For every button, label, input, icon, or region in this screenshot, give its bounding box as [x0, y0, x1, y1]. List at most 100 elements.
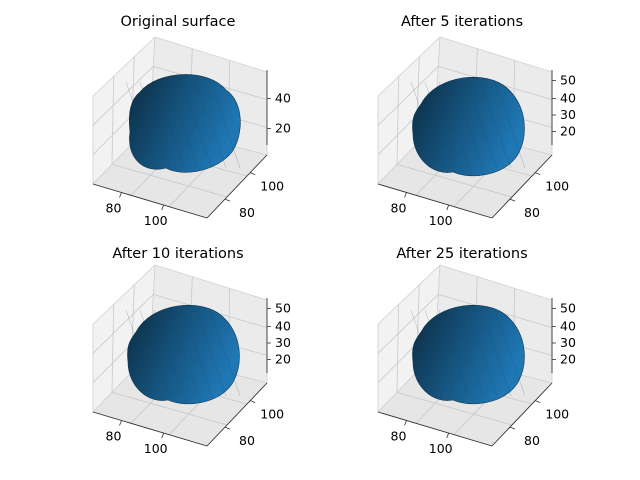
- grid-line: [396, 163, 513, 198]
- mesh-facet-line: [452, 309, 484, 397]
- surface-mesh: [412, 304, 525, 405]
- x-tick-label: 80: [391, 201, 407, 216]
- mesh-facet-line: [410, 309, 442, 397]
- x-tick-mark: [161, 432, 165, 439]
- x-tick-mark: [404, 192, 407, 198]
- y-tick-mark: [535, 172, 541, 176]
- y-axis-line: [206, 382, 268, 447]
- mesh-facet-line: [452, 81, 484, 169]
- grid-line: [396, 76, 400, 165]
- x-tick-label: 100: [429, 213, 453, 228]
- z-tick-label: 30: [275, 335, 291, 350]
- z-tick-label: 50: [560, 301, 576, 316]
- x-axis-line: [92, 183, 208, 219]
- z-tick-label: 20: [275, 121, 291, 136]
- mesh-facet-line: [410, 81, 442, 169]
- y-tick-label: 100: [260, 179, 284, 194]
- y-tick-label: 80: [239, 433, 255, 448]
- y-axis-line: [491, 154, 553, 219]
- x-tick-mark: [119, 192, 122, 198]
- y-tick-label: 100: [545, 407, 569, 422]
- x-tick-label: 100: [429, 441, 453, 456]
- subplot-title: After 5 iterations: [401, 14, 523, 30]
- y-tick-mark: [250, 400, 256, 404]
- mesh-facet-line: [181, 309, 213, 397]
- x-tick-label: 80: [391, 429, 407, 444]
- y-tick-mark: [224, 426, 231, 430]
- grid-line: [111, 163, 228, 198]
- surface-mesh: [412, 76, 525, 177]
- mesh-facet-line: [195, 81, 227, 169]
- y-tick-label: 80: [524, 433, 540, 448]
- x-tick-mark: [404, 420, 407, 426]
- mesh-facet-line: [209, 81, 241, 169]
- z-tick-label: 30: [560, 107, 576, 122]
- x-tick-label: 80: [106, 429, 122, 444]
- z-tick-label: 20: [560, 352, 576, 367]
- x-tick-label: 100: [144, 441, 168, 456]
- grid-line: [377, 294, 439, 354]
- z-tick-label: 30: [560, 335, 576, 350]
- y-tick-mark: [250, 172, 256, 176]
- x-tick-label: 100: [144, 213, 168, 228]
- x-tick-mark: [446, 204, 450, 211]
- mesh-facet-line: [139, 81, 171, 169]
- y-tick-label: 100: [545, 179, 569, 194]
- grid-line: [111, 391, 228, 426]
- y-tick-mark: [224, 198, 231, 202]
- z-tick-label: 20: [560, 124, 576, 139]
- y-axis-line: [491, 382, 553, 447]
- x-tick-mark: [446, 432, 450, 439]
- grid-line: [396, 304, 400, 393]
- mesh-facet-line: [424, 81, 456, 169]
- y-tick-label: 80: [239, 205, 255, 220]
- z-tick-label: 40: [560, 91, 576, 106]
- mesh-facet-line: [494, 81, 526, 169]
- mesh-facet-line: [480, 81, 512, 169]
- mesh-facet-line: [438, 81, 470, 169]
- mesh-facet-line: [494, 309, 526, 397]
- grid-line: [377, 66, 439, 126]
- x-tick-label: 80: [106, 201, 122, 216]
- surface-mesh: [127, 304, 240, 405]
- z-tick-label: 40: [560, 319, 576, 334]
- mesh-facet-line: [195, 309, 227, 397]
- mesh-facet-line: [466, 309, 498, 397]
- x-tick-mark: [119, 420, 122, 426]
- grid-line: [396, 391, 513, 426]
- mesh-facet-line: [438, 309, 470, 397]
- mesh-facet-line: [167, 81, 199, 169]
- mesh-facet-line: [181, 81, 213, 169]
- x-axis-line: [377, 183, 493, 219]
- mesh-facet-line: [480, 309, 512, 397]
- mesh-facet-line: [139, 309, 171, 397]
- subplot-title: After 25 iterations: [396, 246, 527, 262]
- grid-line: [111, 76, 115, 165]
- surface-mesh: [129, 74, 241, 173]
- mesh-facet-line: [466, 81, 498, 169]
- mesh-facet-line: [125, 309, 157, 397]
- mesh-facet-line: [153, 309, 185, 397]
- mesh-facet-line: [424, 309, 456, 397]
- subplot-title: Original surface: [121, 14, 236, 30]
- x-axis-line: [92, 411, 208, 447]
- y-axis-line: [206, 154, 268, 219]
- grid-line: [92, 294, 154, 354]
- y-tick-mark: [509, 426, 516, 430]
- subplot-title: After 10 iterations: [112, 246, 243, 262]
- subplot-1: 80 100 100 80 40 20 Original surface: [92, 14, 291, 228]
- x-tick-mark: [161, 204, 165, 211]
- z-tick-label: 50: [560, 73, 576, 88]
- mesh-facet-line: [153, 81, 185, 169]
- z-tick-label: 50: [275, 301, 291, 316]
- y-tick-mark: [535, 400, 541, 404]
- z-tick-label: 40: [275, 91, 291, 106]
- x-axis-line: [377, 411, 493, 447]
- mesh-facet-line: [167, 309, 199, 397]
- y-tick-mark: [509, 198, 516, 202]
- mesh-facet-line: [125, 81, 157, 169]
